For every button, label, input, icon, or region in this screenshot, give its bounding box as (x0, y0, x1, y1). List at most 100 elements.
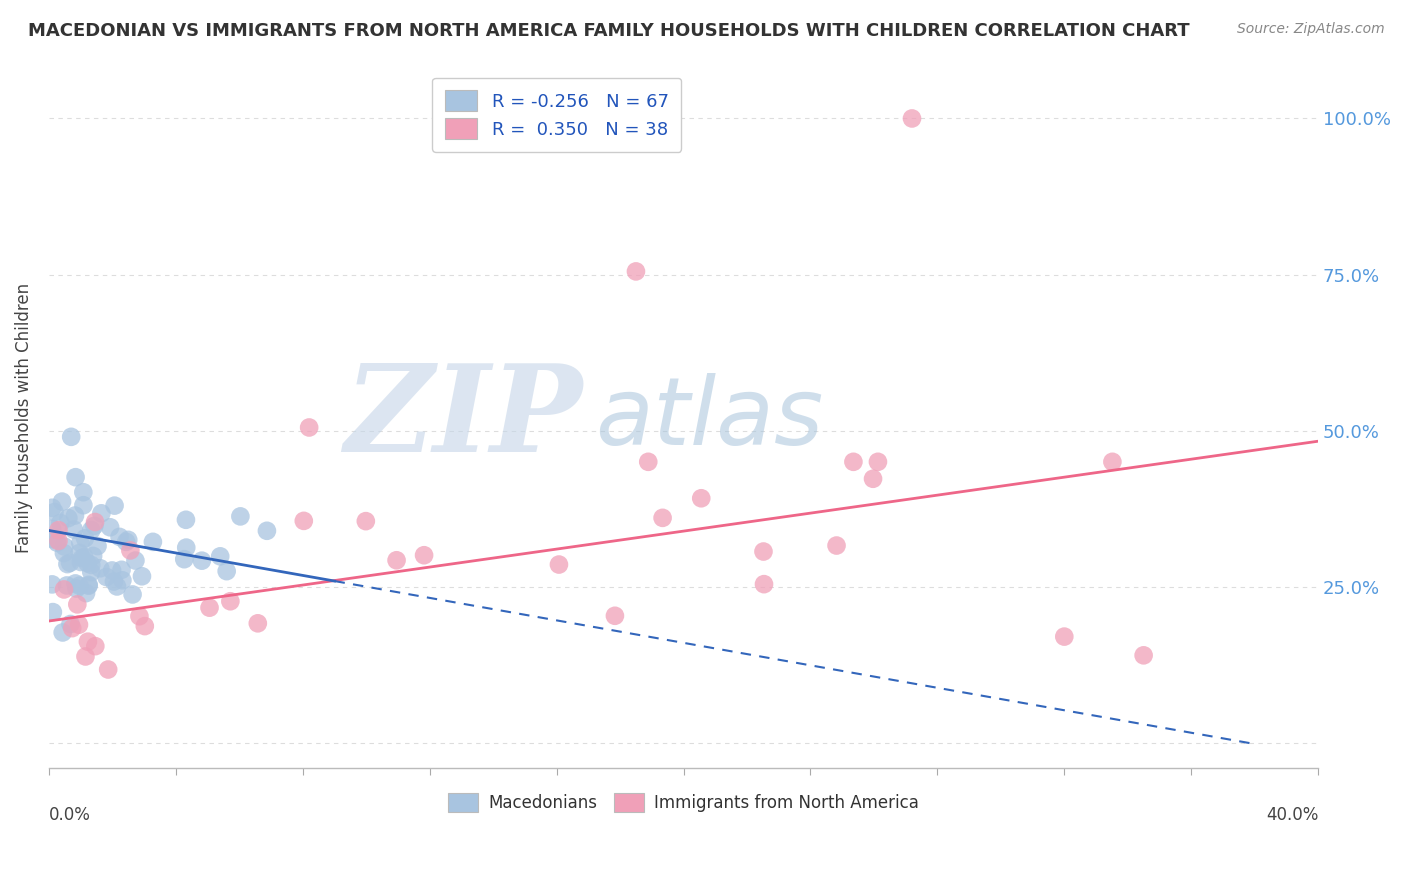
Point (1053, 630, 1076, 644)
Point (209, 549, 232, 564)
Point (174, 513, 197, 527)
Point (83, 518, 105, 533)
Point (1132, 648, 1154, 663)
Point (105, 579, 128, 593)
Point (48, 533, 70, 548)
Point (69, 546, 91, 560)
Point (66, 598, 89, 612)
Point (53, 582, 76, 597)
Point (76, 556, 98, 570)
Point (842, 455, 865, 469)
Point (98, 520, 121, 534)
Point (142, 534, 165, 549)
Point (59, 556, 82, 570)
Point (65, 470, 87, 484)
Point (56, 557, 79, 571)
Point (246, 616, 269, 631)
Point (53, 540, 76, 554)
Point (58, 511, 80, 525)
Point (82, 549, 104, 563)
Point (41, 500, 63, 515)
Text: MACEDONIAN VS IMMIGRANTS FROM NORTH AMERICA FAMILY HOUSEHOLDS WITH CHILDREN CORR: MACEDONIAN VS IMMIGRANTS FROM NORTH AMER… (28, 22, 1189, 40)
Point (866, 455, 889, 469)
Text: atlas: atlas (595, 373, 823, 464)
Point (67, 617, 90, 632)
Point (69, 555, 91, 569)
Point (603, 608, 626, 623)
Point (229, 509, 252, 524)
Text: 40.0%: 40.0% (1265, 806, 1319, 824)
Point (110, 563, 132, 577)
Point (67, 579, 90, 593)
Point (191, 554, 214, 568)
Point (80, 565, 103, 579)
Point (128, 609, 150, 624)
Point (51, 494, 73, 508)
Point (121, 587, 143, 601)
Point (60, 621, 83, 635)
Point (48, 523, 70, 537)
Point (77, 578, 100, 592)
Point (292, 514, 315, 528)
Point (385, 553, 408, 567)
Point (1101, 455, 1123, 469)
Point (44, 505, 66, 519)
Legend: Macedonians, Immigrants from North America: Macedonians, Immigrants from North Ameri… (441, 786, 925, 819)
Point (96, 570, 118, 584)
Point (651, 511, 673, 525)
Point (77, 579, 100, 593)
Point (84, 639, 107, 653)
Point (298, 420, 321, 434)
Point (75, 649, 97, 664)
Point (862, 472, 884, 486)
Point (219, 594, 242, 608)
Point (90, 506, 112, 520)
Point (65, 576, 87, 591)
Point (73, 531, 96, 545)
Point (131, 569, 153, 583)
Point (63, 523, 86, 537)
Point (70, 551, 93, 566)
Point (56, 578, 79, 592)
Point (637, 455, 659, 469)
Point (101, 564, 124, 578)
Point (84, 515, 107, 529)
Point (63, 508, 86, 523)
Point (77, 634, 100, 648)
Point (73, 549, 96, 564)
Point (46, 535, 69, 549)
Point (72, 485, 94, 500)
Point (215, 564, 238, 578)
Point (111, 574, 134, 588)
Point (52, 625, 75, 640)
Point (72, 498, 94, 512)
Point (115, 534, 138, 549)
Point (80, 558, 103, 572)
Point (134, 619, 156, 633)
Point (825, 539, 848, 553)
Point (256, 524, 278, 538)
Point (42, 533, 65, 547)
Point (97, 663, 120, 677)
Point (103, 574, 125, 589)
Text: 0.0%: 0.0% (49, 806, 91, 824)
Point (354, 514, 377, 528)
Point (103, 499, 125, 513)
Point (75, 586, 97, 600)
Point (41, 577, 63, 591)
Point (42, 605, 65, 619)
Point (69, 536, 91, 550)
Point (413, 548, 436, 562)
Point (174, 541, 197, 555)
Point (41, 522, 63, 536)
Point (901, 112, 924, 126)
Text: ZIP: ZIP (344, 359, 582, 477)
Point (124, 553, 146, 567)
Point (117, 533, 139, 547)
Point (89, 561, 111, 575)
Point (752, 577, 775, 591)
Point (86, 539, 108, 553)
Point (690, 491, 713, 506)
Y-axis label: Family Households with Children: Family Households with Children (15, 283, 32, 553)
Point (65, 582, 87, 596)
